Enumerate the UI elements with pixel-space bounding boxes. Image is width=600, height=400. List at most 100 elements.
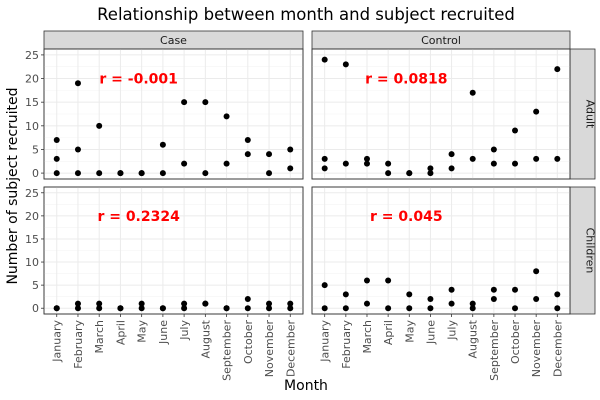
data-point	[138, 170, 145, 177]
x-axis-title: Month	[284, 378, 328, 394]
data-point	[469, 155, 476, 162]
y-tick-label: 10	[25, 256, 39, 269]
data-point	[96, 170, 103, 177]
data-point	[223, 113, 230, 120]
data-point	[469, 300, 476, 307]
data-point	[363, 300, 370, 307]
panel-control-children: r = 0.045	[311, 186, 571, 315]
data-point	[321, 56, 328, 63]
data-point	[74, 305, 81, 312]
panel-case-children: r = 0.2324	[43, 186, 304, 315]
data-point	[427, 295, 434, 302]
data-point	[533, 108, 540, 115]
data-point	[512, 160, 519, 167]
data-point	[385, 305, 392, 312]
y-tick-label: 15	[25, 233, 39, 246]
data-point	[469, 305, 476, 312]
data-point	[406, 170, 413, 177]
correlation-annotation: r = 0.045	[370, 209, 443, 225]
x-tick-label: January	[51, 320, 64, 363]
data-point	[181, 300, 188, 307]
data-point	[74, 170, 81, 177]
data-point	[74, 80, 81, 87]
y-tick-label: 5	[32, 279, 39, 292]
data-point	[321, 155, 328, 162]
x-tick-label: July	[178, 320, 191, 341]
correlation-annotation: r = 0.0818	[365, 72, 447, 88]
panel-case-adult: r = -0.001	[43, 48, 304, 180]
x-tick-label: April	[382, 320, 395, 345]
panel-border	[311, 186, 571, 315]
data-point	[159, 305, 166, 312]
x-tick-label: February	[340, 320, 353, 369]
data-point	[554, 66, 561, 73]
data-point	[117, 170, 124, 177]
data-point	[223, 160, 230, 167]
data-point	[287, 300, 294, 307]
chart-title: Relationship between month and subject r…	[97, 5, 515, 24]
data-point	[512, 127, 519, 134]
x-tick-label: December	[551, 320, 564, 378]
data-point	[181, 160, 188, 167]
x-tick-label: April	[114, 320, 127, 345]
data-point	[533, 295, 540, 302]
data-point	[159, 141, 166, 148]
data-point	[427, 305, 434, 312]
data-point	[490, 295, 497, 302]
x-tick-label: March	[93, 320, 106, 354]
data-point	[554, 291, 561, 298]
data-point	[244, 305, 251, 312]
data-point	[427, 170, 434, 177]
data-point	[448, 300, 455, 307]
strip-label-adult: Adult	[584, 100, 597, 129]
panel-border	[311, 48, 571, 180]
data-point	[266, 300, 273, 307]
data-point	[385, 277, 392, 284]
y-tick-label: 20	[25, 210, 39, 223]
data-point	[138, 300, 145, 307]
y-tick-label: 15	[25, 96, 39, 109]
x-tick-label: January	[319, 320, 332, 363]
panels-layer: Case Control Adult Children r = -0.001 0 5 10 15…	[25, 30, 597, 381]
data-point	[117, 305, 124, 312]
strip-label-children: Children	[584, 228, 597, 274]
data-point	[363, 160, 370, 167]
data-point	[202, 300, 209, 307]
data-point	[321, 305, 328, 312]
data-point	[342, 160, 349, 167]
data-point	[427, 165, 434, 172]
x-tick-label: May	[403, 320, 416, 343]
data-point	[202, 99, 209, 106]
y-tick-label: 10	[25, 120, 39, 133]
data-point	[448, 151, 455, 158]
data-point	[363, 155, 370, 162]
data-point	[490, 146, 497, 153]
x-tick-label: August	[199, 319, 212, 358]
x-tick-label: November	[530, 320, 543, 378]
data-point	[266, 170, 273, 177]
data-point	[223, 305, 230, 312]
data-point	[287, 305, 294, 312]
x-tick-label: November	[263, 320, 276, 378]
data-point	[53, 170, 60, 177]
x-tick-label: October	[509, 320, 522, 364]
panel-border	[43, 186, 304, 315]
data-point	[181, 99, 188, 106]
data-point	[244, 137, 251, 143]
data-point	[96, 305, 103, 312]
y-tick-label: 5	[32, 143, 39, 156]
data-point	[512, 286, 519, 293]
data-point	[342, 291, 349, 298]
data-point	[406, 305, 413, 312]
strip-label-case: Case	[160, 34, 187, 47]
correlation-annotation: r = 0.2324	[97, 209, 180, 225]
x-tick-label: August	[467, 319, 480, 358]
data-point	[96, 300, 103, 307]
x-tick-label: February	[72, 320, 85, 369]
data-point	[448, 286, 455, 293]
x-tick-label: December	[284, 320, 297, 378]
data-point	[287, 146, 294, 153]
data-point	[266, 305, 273, 312]
data-point	[266, 151, 273, 158]
